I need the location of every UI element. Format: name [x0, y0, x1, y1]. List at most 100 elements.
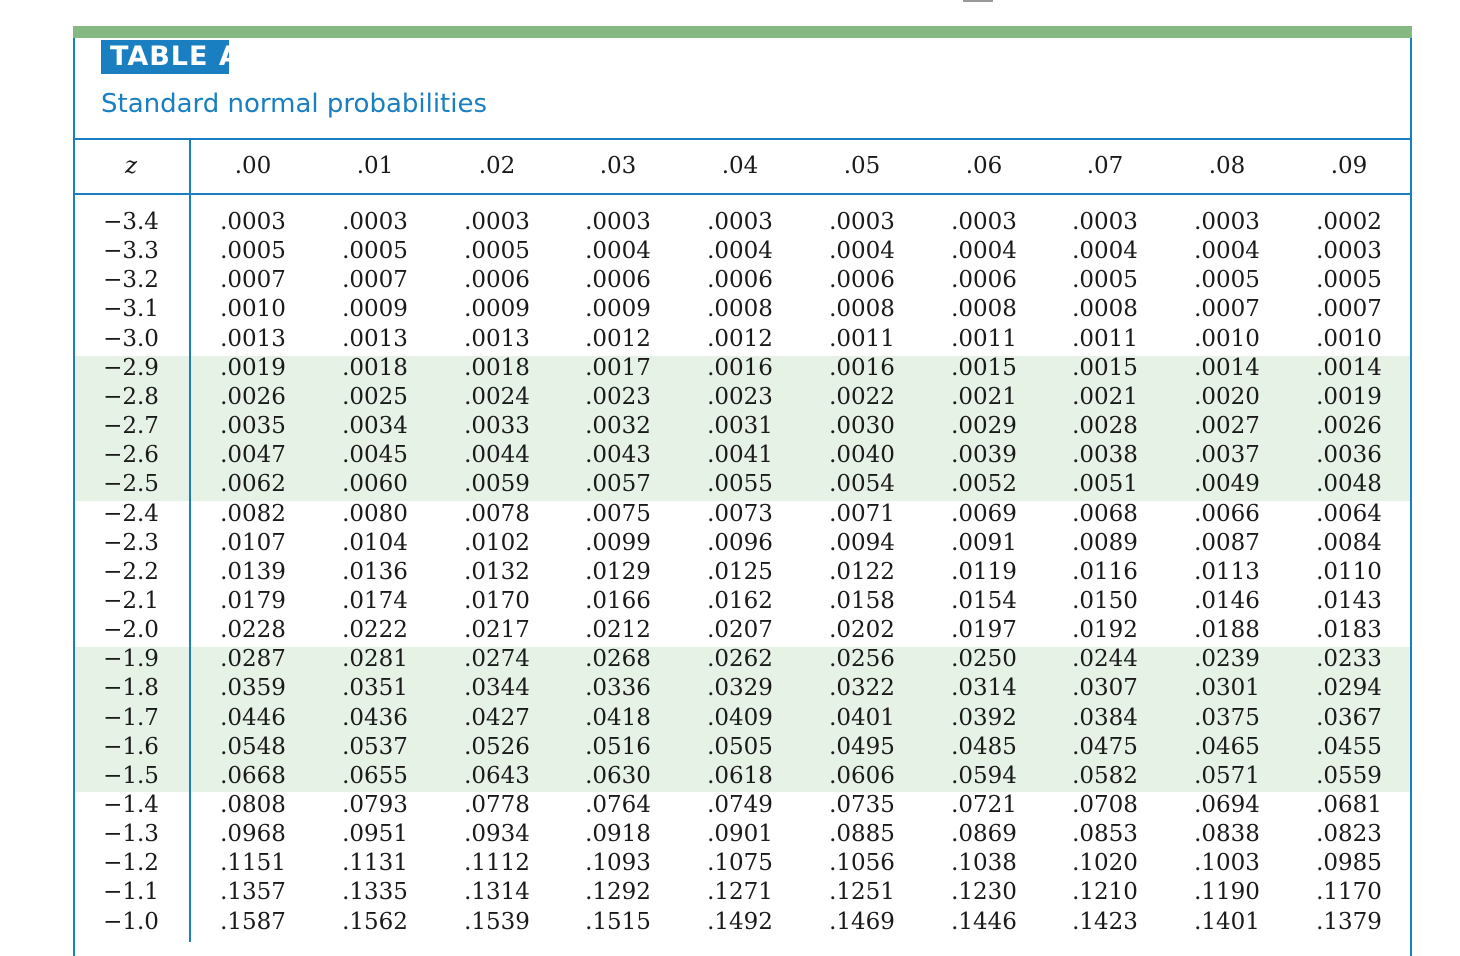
- probability-cell: .0094: [829, 530, 895, 556]
- probability-cell: .0336: [585, 675, 651, 701]
- column-header: .01: [356, 153, 394, 179]
- probability-cell: .0071: [829, 501, 895, 527]
- z-value: −2.6: [103, 442, 159, 468]
- probability-cell: .1469: [829, 909, 895, 935]
- probability-cell: .0002: [1316, 209, 1382, 235]
- z-value: −2.1: [103, 588, 159, 614]
- probability-cell: .0107: [220, 530, 286, 556]
- probability-cell: .0721: [951, 792, 1017, 818]
- probability-cell: .0294: [1316, 675, 1382, 701]
- probability-cell: .0019: [1316, 384, 1382, 410]
- probability-cell: .0014: [1316, 355, 1382, 381]
- probability-cell: .0262: [707, 646, 773, 672]
- probability-cell: .0668: [220, 763, 286, 789]
- probability-cell: .1515: [585, 909, 651, 935]
- probability-cell: .1492: [707, 909, 773, 935]
- probability-cell: .1335: [342, 879, 408, 905]
- probability-cell: .0015: [951, 355, 1017, 381]
- probability-cell: .0129: [585, 559, 651, 585]
- probability-cell: .0495: [829, 734, 895, 760]
- probability-cell: .0057: [585, 471, 651, 497]
- shaded-band: [75, 356, 1410, 501]
- z-value: −3.4: [103, 209, 159, 235]
- probability-cell: .0007: [342, 267, 408, 293]
- probability-cell: .0005: [1072, 267, 1138, 293]
- probability-cell: .0087: [1194, 530, 1260, 556]
- probability-cell: .0694: [1194, 792, 1260, 818]
- probability-cell: .0031: [707, 413, 773, 439]
- probability-cell: .0003: [220, 209, 286, 235]
- z-value: −1.3: [103, 821, 159, 847]
- probability-cell: .0505: [707, 734, 773, 760]
- probability-cell: .0202: [829, 617, 895, 643]
- probability-cell: .0021: [1072, 384, 1138, 410]
- probability-cell: .0006: [464, 267, 530, 293]
- probability-cell: .0212: [585, 617, 651, 643]
- probability-cell: .0548: [220, 734, 286, 760]
- probability-cell: .0043: [585, 442, 651, 468]
- probability-cell: .0012: [585, 326, 651, 352]
- probability-cell: .1038: [951, 850, 1017, 876]
- probability-cell: .0582: [1072, 763, 1138, 789]
- probability-cell: .1112: [464, 850, 530, 876]
- probability-cell: .0113: [1194, 559, 1260, 585]
- probability-cell: .0003: [585, 209, 651, 235]
- probability-cell: .0170: [464, 588, 530, 614]
- probability-cell: .0009: [464, 296, 530, 322]
- probability-cell: .0110: [1316, 559, 1382, 585]
- probability-cell: .0025: [342, 384, 408, 410]
- probability-cell: .0475: [1072, 734, 1138, 760]
- probability-cell: .0035: [220, 413, 286, 439]
- probability-cell: .0793: [342, 792, 408, 818]
- z-value: −2.3: [103, 530, 159, 556]
- probability-cell: .0158: [829, 588, 895, 614]
- z-value: −2.9: [103, 355, 159, 381]
- probability-cell: .0401: [829, 705, 895, 731]
- probability-cell: .0122: [829, 559, 895, 585]
- probability-cell: .0068: [1072, 501, 1138, 527]
- probability-cell: .1075: [707, 850, 773, 876]
- probability-cell: .0011: [951, 326, 1017, 352]
- probability-cell: .0344: [464, 675, 530, 701]
- probability-cell: .1093: [585, 850, 651, 876]
- probability-cell: .0004: [829, 238, 895, 264]
- probability-cell: .0003: [1194, 209, 1260, 235]
- probability-cell: .0307: [1072, 675, 1138, 701]
- probability-cell: .0968: [220, 821, 286, 847]
- probability-cell: .0006: [707, 267, 773, 293]
- probability-cell: .0066: [1194, 501, 1260, 527]
- probability-cell: .0030: [829, 413, 895, 439]
- probability-cell: .0559: [1316, 763, 1382, 789]
- probability-cell: .0606: [829, 763, 895, 789]
- probability-cell: .1379: [1316, 909, 1382, 935]
- probability-cell: .0091: [951, 530, 1017, 556]
- z-value: −1.5: [103, 763, 159, 789]
- probability-cell: .1446: [951, 909, 1017, 935]
- probability-cell: .0005: [464, 238, 530, 264]
- probability-cell: .1020: [1072, 850, 1138, 876]
- probability-cell: .0037: [1194, 442, 1260, 468]
- probability-cell: .0322: [829, 675, 895, 701]
- probability-cell: .0021: [951, 384, 1017, 410]
- z-value: −2.7: [103, 413, 159, 439]
- probability-cell: .0006: [951, 267, 1017, 293]
- z-value: −3.0: [103, 326, 159, 352]
- probability-cell: .0188: [1194, 617, 1260, 643]
- probability-cell: .0004: [585, 238, 651, 264]
- probability-cell: .0853: [1072, 821, 1138, 847]
- probability-cell: .0375: [1194, 705, 1260, 731]
- probability-cell: .0281: [342, 646, 408, 672]
- probability-cell: .0003: [1316, 238, 1382, 264]
- z-value: −1.2: [103, 850, 159, 876]
- probability-cell: .0082: [220, 501, 286, 527]
- probability-cell: .0951: [342, 821, 408, 847]
- probability-cell: .0049: [1194, 471, 1260, 497]
- probability-cell: .0838: [1194, 821, 1260, 847]
- column-header: .06: [965, 153, 1003, 179]
- probability-cell: .0630: [585, 763, 651, 789]
- probability-cell: .0618: [707, 763, 773, 789]
- probability-cell: .0013: [342, 326, 408, 352]
- probability-cell: .0036: [1316, 442, 1382, 468]
- probability-cell: .0708: [1072, 792, 1138, 818]
- table-subtitle: Standard normal probabilities: [101, 89, 488, 119]
